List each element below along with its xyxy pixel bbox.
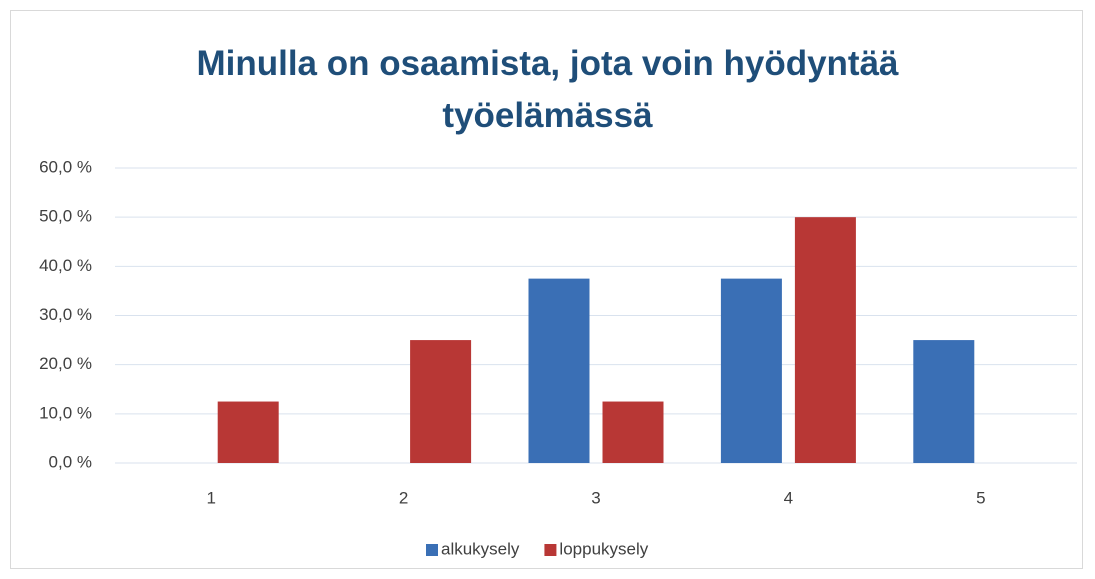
bar [720,278,782,463]
x-tick-label: 3 [591,488,600,507]
bar [794,217,856,463]
bar [602,401,664,463]
x-tick-label: 4 [784,488,793,507]
bar [410,340,472,463]
bar [913,340,975,463]
legend-swatch [426,544,438,556]
y-tick-label: 60,0 % [39,157,92,176]
y-tick-label: 0,0 % [49,452,92,471]
y-tick-label: 30,0 % [39,305,92,324]
y-tick-label: 50,0 % [39,207,92,226]
y-tick-label: 10,0 % [39,403,92,422]
x-tick-label: 5 [976,488,985,507]
legend-label: loppukysely [559,539,648,558]
chart-title: Minulla on osaamista, jota voin hyödyntä… [196,44,899,135]
x-tick-label: 2 [399,488,408,507]
x-tick-label: 1 [206,488,215,507]
legend-label: alkukysely [441,539,520,558]
y-tick-label: 40,0 % [39,256,92,275]
legend-swatch [544,544,557,556]
bar [217,401,279,463]
y-tick-label: 20,0 % [39,354,92,373]
bar [528,278,590,463]
